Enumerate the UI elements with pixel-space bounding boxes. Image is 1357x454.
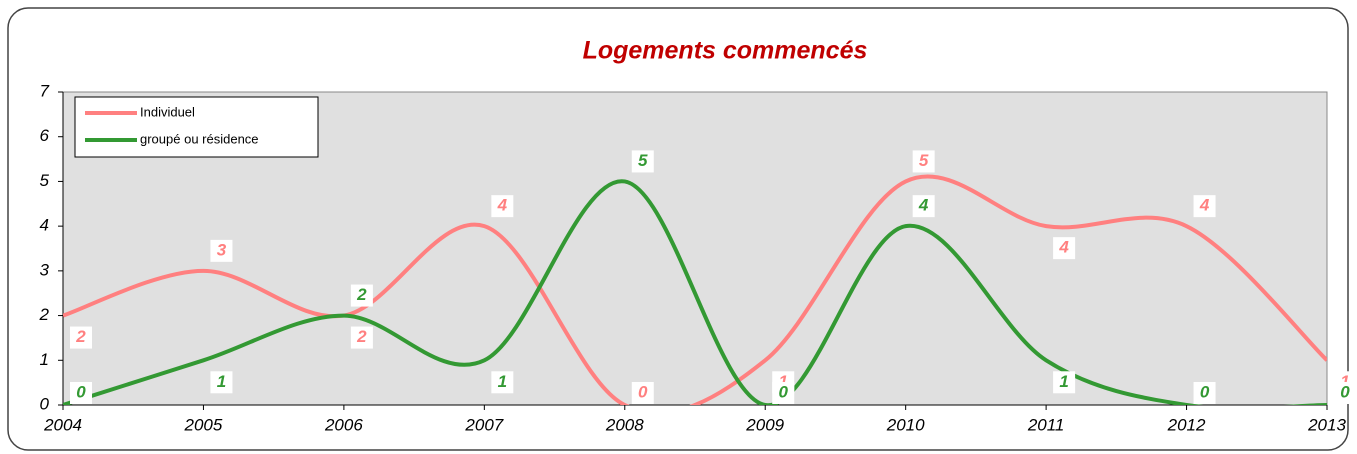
data-label: 0 [76, 382, 86, 401]
y-tick-label: 4 [40, 216, 49, 235]
data-label-box [210, 371, 233, 394]
legend-label: groupé ou résidence [140, 131, 259, 146]
data-label-box [631, 382, 654, 404]
data-label: 0 [1340, 382, 1350, 401]
data-label-box [350, 326, 373, 349]
x-tick-label: 2011 [1027, 415, 1065, 434]
data-label: 5 [638, 151, 648, 170]
data-label-box [912, 150, 935, 173]
legend-label: Individuel [140, 104, 195, 119]
data-label-box [912, 195, 935, 218]
x-tick-label: 2006 [324, 415, 363, 434]
data-label-box [1334, 382, 1356, 404]
data-label: 1 [217, 372, 226, 391]
data-label: 3 [217, 240, 227, 259]
data-label: 1 [778, 372, 787, 391]
x-tick-label: 2009 [745, 415, 784, 434]
y-tick-label: 6 [40, 126, 50, 145]
data-label: 5 [919, 151, 929, 170]
data-label: 0 [778, 382, 788, 401]
data-label-box [491, 195, 514, 218]
y-tick-label: 0 [40, 394, 50, 413]
series-layer [63, 174, 1327, 405]
data-label: 1 [1340, 372, 1349, 391]
x-tick-label: 2013 [1307, 415, 1346, 434]
series-line [63, 174, 1327, 405]
x-tick-label: 2007 [464, 415, 503, 434]
data-label: 1 [498, 372, 507, 391]
data-label-box [1193, 195, 1216, 218]
series-line [63, 179, 1327, 405]
data-label: 0 [638, 382, 648, 401]
data-label-box [1193, 382, 1216, 404]
x-tick-label: 2012 [1167, 415, 1206, 434]
data-label-box [772, 382, 795, 404]
x-tick-label: 2005 [184, 415, 223, 434]
data-label: 2 [356, 285, 367, 304]
legend-box [74, 96, 319, 158]
y-tick-label: 1 [40, 350, 49, 369]
data-label: 0 [1200, 382, 1210, 401]
data-label-box [1053, 237, 1076, 260]
data-label-box [491, 371, 514, 394]
data-label-box [350, 284, 373, 307]
data-label-box [210, 239, 233, 262]
y-tick-label: 7 [40, 81, 50, 100]
y-tick-label: 3 [40, 260, 50, 279]
x-tick-label: 2010 [886, 415, 925, 434]
data-label-box [631, 150, 654, 173]
data-label: 4 [1199, 196, 1210, 215]
data-label: 2 [356, 327, 367, 346]
data-label: 2 [75, 327, 86, 346]
data-label: 4 [497, 196, 508, 215]
data-label-box [1053, 371, 1076, 394]
x-tick-label: 2008 [605, 415, 644, 434]
data-label: 4 [918, 196, 929, 215]
data-label-box [70, 326, 92, 349]
x-tick-label: 2004 [43, 415, 82, 434]
data-label: 1 [1059, 372, 1068, 391]
data-label-box [70, 382, 92, 404]
y-tick-label: 2 [39, 305, 50, 324]
data-label: 4 [1058, 238, 1069, 257]
y-tick-label: 5 [40, 171, 50, 190]
chart-title: Logements commencés [583, 37, 868, 65]
